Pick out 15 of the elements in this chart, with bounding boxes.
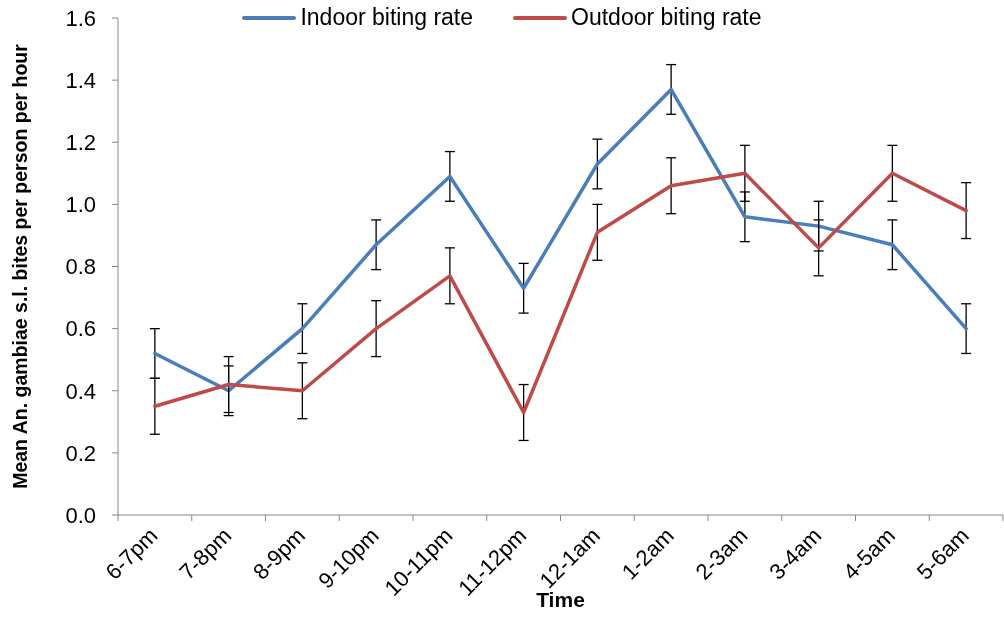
line-series [153, 171, 968, 415]
line-series [153, 87, 968, 393]
y-axis-title: Mean An. gambiae s.l. bites per person per hour [9, 43, 31, 489]
y-tick-label: 0.0 [65, 502, 96, 528]
legend-label: Indoor biting rate [300, 4, 474, 31]
y-tick-label: 1.2 [65, 130, 96, 156]
y-tick-label: 1.0 [65, 192, 96, 218]
y-tick-label: 0.6 [65, 316, 96, 342]
legend-label: Outdoor biting rate [571, 4, 762, 31]
x-axis-title: Time [536, 588, 585, 611]
y-tick-label: 0.2 [65, 440, 96, 466]
y-tick-label: 1.4 [65, 67, 96, 93]
y-tick-label: 0.8 [65, 254, 96, 280]
y-tick-label: 1.6 [65, 5, 96, 31]
y-tick-label: 0.4 [65, 378, 96, 404]
